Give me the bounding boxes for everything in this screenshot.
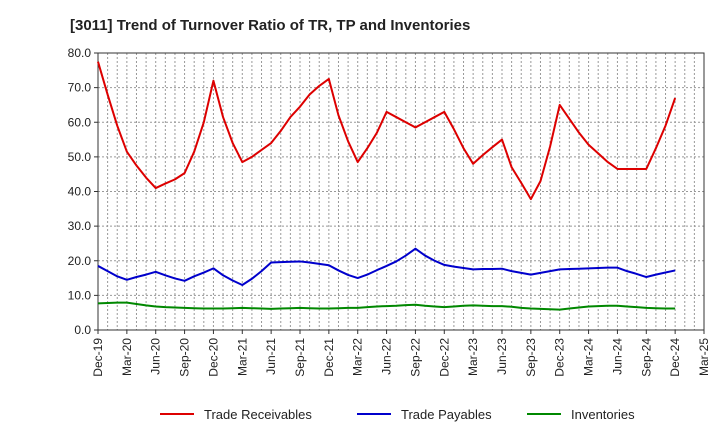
axes: 0.0 10.0 20.0 30.0 40.0 50.0 60.0 70.0 80.0 Dec-1… — [68, 46, 711, 377]
y-tick-label: 20.0 — [68, 254, 92, 268]
plot-frame — [97, 52, 705, 331]
x-tick-label: Dec-24 — [668, 338, 682, 377]
y-tick-label: 80.0 — [68, 46, 92, 60]
x-tick-label: Dec-23 — [553, 338, 567, 377]
series-line-inventories — [97, 301, 676, 311]
y-tick-label: 50.0 — [68, 150, 92, 164]
series-line-trade-receivables — [97, 61, 677, 201]
chart-title: [3011] Trend of Turnover Ratio of TR, TP… — [70, 17, 470, 34]
grid — [98, 52, 704, 331]
legend-label-trade-receivables: Trade Receivables — [204, 407, 312, 422]
x-tick-label: Mar-25 — [697, 338, 711, 376]
y-tick-label: 60.0 — [68, 115, 92, 129]
x-tick-label: Mar-24 — [582, 338, 596, 376]
series-lines — [97, 61, 677, 311]
y-tick-label: 70.0 — [68, 81, 92, 95]
y-tick-label: 0.0 — [74, 323, 91, 337]
x-tick-label: Jun-22 — [380, 338, 394, 375]
x-tick-label: Jun-23 — [495, 338, 509, 375]
x-tick-label: Sep-21 — [293, 338, 307, 377]
x-tick-label: Dec-22 — [437, 338, 451, 377]
x-tick-label: Sep-20 — [178, 338, 192, 377]
legend-label-trade-payables: Trade Payables — [401, 407, 492, 422]
x-tick-label: Sep-23 — [524, 338, 538, 377]
series-line-trade-payables — [97, 247, 676, 286]
legend: Trade Receivables Trade Payables Inventori… — [160, 407, 635, 422]
y-tick-label: 40.0 — [68, 185, 92, 199]
x-tick-label: Jun-20 — [149, 338, 163, 375]
x-tick-label: Jun-21 — [264, 338, 278, 375]
x-tick-label: Dec-20 — [206, 338, 220, 377]
x-tick-label: Mar-20 — [120, 338, 134, 376]
x-tick-label: Mar-23 — [466, 338, 480, 376]
x-tick-label: Dec-19 — [91, 338, 105, 377]
x-tick-label: Sep-24 — [639, 338, 653, 377]
x-tick-label: Jun-24 — [610, 338, 624, 375]
y-tick-label: 30.0 — [68, 219, 92, 233]
x-tick-label: Sep-22 — [408, 338, 422, 377]
legend-label-inventories: Inventories — [571, 407, 635, 422]
x-tick-label: Dec-21 — [322, 338, 336, 377]
y-tick-label: 10.0 — [68, 288, 92, 302]
x-tick-label: Mar-21 — [235, 338, 249, 376]
x-tick-label: Mar-22 — [351, 338, 365, 376]
